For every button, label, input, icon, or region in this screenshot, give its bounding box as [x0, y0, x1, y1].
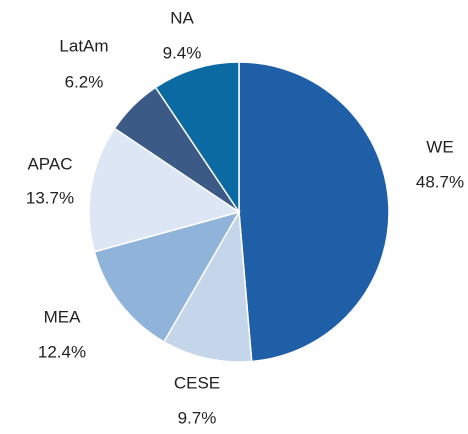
pie-slice: [238, 61, 390, 363]
slice-value-label: 13.7%: [26, 188, 74, 207]
slice-value-label: 9.7%: [178, 408, 217, 427]
slice-value-label: 9.4%: [163, 43, 202, 62]
slice-label: APAC: [27, 154, 72, 173]
slice-label: NA: [170, 8, 194, 27]
slice-value-label: 12.4%: [38, 342, 86, 361]
pie-slice: [162, 209, 253, 363]
slice-label: MEA: [44, 307, 82, 326]
slice-value-label: 6.2%: [65, 72, 104, 91]
pie-slice: [93, 210, 241, 343]
slice-label: LatAm: [59, 36, 108, 55]
pie-slice: [88, 127, 241, 253]
slice-value-label: 48.7%: [416, 172, 464, 191]
slice-label: CESE: [174, 373, 220, 392]
pie-slice: [154, 61, 240, 215]
slice-label: WE: [426, 137, 453, 156]
